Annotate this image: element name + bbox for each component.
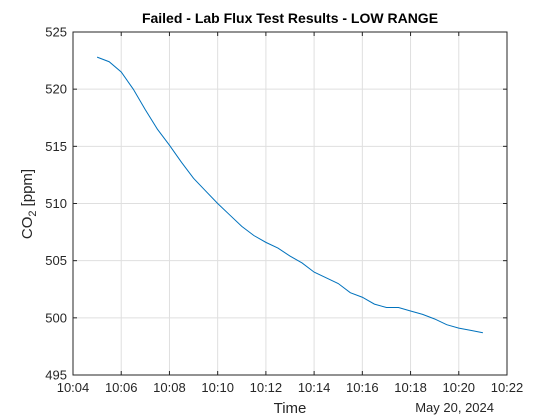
y-tick-label: 495 [45, 368, 67, 383]
chart-title: Failed - Lab Flux Test Results - LOW RAN… [142, 10, 438, 26]
x-tick-label: 10:08 [153, 380, 186, 395]
x-axis-ticks: 10:04 10:06 10:08 10:10 10:12 10:14 10:16 10:18… [57, 32, 524, 395]
y-tick-label: 525 [45, 25, 67, 40]
x-tick-label: 10:22 [491, 380, 524, 395]
y-tick-label: 515 [45, 139, 67, 154]
y-tick-label: 510 [45, 196, 67, 211]
date-label: May 20, 2024 [415, 400, 494, 415]
x-tick-label: 10:16 [346, 380, 379, 395]
x-tick-label: 10:06 [105, 380, 138, 395]
y-axis-unit: [ppm] [19, 169, 36, 207]
y-tick-label: 500 [45, 310, 67, 325]
x-axis-label: Time [274, 400, 307, 417]
series-line [96, 56, 483, 334]
plot-frame [72, 31, 508, 376]
x-tick-label: 10:20 [443, 380, 476, 395]
x-tick-label: 10:04 [57, 380, 90, 395]
x-tick-label: 10:14 [298, 380, 331, 395]
x-tick-label: 10:12 [250, 380, 283, 395]
y-tick-label: 505 [45, 253, 67, 268]
x-tick-label: 10:18 [394, 380, 427, 395]
y-axis-ticks: 495 500 505 510 515 520 525 [45, 25, 507, 383]
y-tick-label: 520 [45, 82, 67, 97]
x-tick-label: 10:10 [201, 380, 234, 395]
y-axis-label: CO2[ppm] [19, 169, 39, 239]
